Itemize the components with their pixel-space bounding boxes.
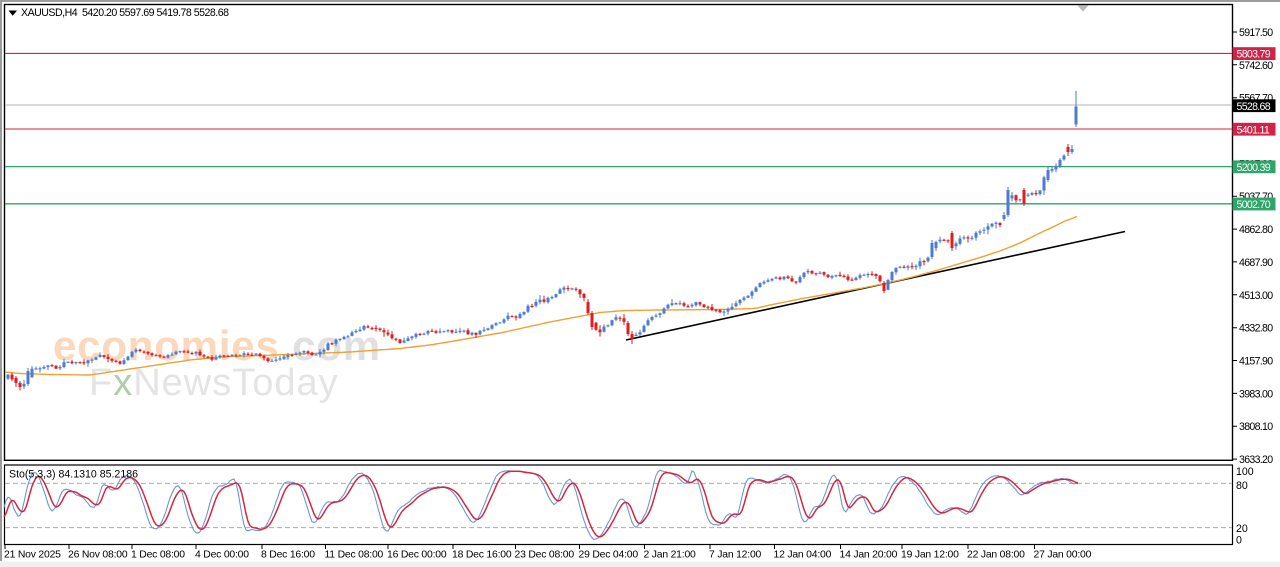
svg-text:2 Jan 21:00: 2 Jan 21:00 xyxy=(644,550,697,561)
svg-text:5200.39: 5200.39 xyxy=(1237,162,1271,174)
svg-text:4513.00: 4513.00 xyxy=(1239,290,1273,302)
svg-text:16 Dec 00:00: 16 Dec 00:00 xyxy=(387,550,447,561)
svg-text:4332.80: 4332.80 xyxy=(1239,323,1273,335)
svg-text:3808.10: 3808.10 xyxy=(1239,421,1273,433)
svg-text:23 Dec 08:00: 23 Dec 08:00 xyxy=(515,550,575,561)
svg-text:5742.60: 5742.60 xyxy=(1239,60,1273,72)
svg-text:11 Dec 08:00: 11 Dec 08:00 xyxy=(325,550,384,561)
svg-text:19 Jan 12:00: 19 Jan 12:00 xyxy=(901,550,959,561)
svg-text:22 Jan 08:00: 22 Jan 08:00 xyxy=(967,550,1025,561)
svg-text:4 Dec 00:00: 4 Dec 00:00 xyxy=(195,550,249,561)
svg-text:5528.68: 5528.68 xyxy=(1237,101,1271,113)
svg-text:80: 80 xyxy=(1236,480,1248,492)
svg-text:26 Nov 08:00: 26 Nov 08:00 xyxy=(68,550,128,561)
svg-text:21 Nov 2025: 21 Nov 2025 xyxy=(4,550,61,561)
svg-text:5803.79: 5803.79 xyxy=(1237,49,1271,61)
svg-text:8 Dec 16:00: 8 Dec 16:00 xyxy=(261,550,315,561)
svg-text:20: 20 xyxy=(1236,523,1248,535)
svg-text:0: 0 xyxy=(1236,535,1242,547)
svg-text:XAUUSD,H4 5420.20 5597.69 541: XAUUSD,H4 5420.20 5597.69 5419.78 5528.6… xyxy=(21,7,229,19)
svg-text:27 Jan 00:00: 27 Jan 00:00 xyxy=(1034,550,1092,561)
svg-text:14 Jan 20:00: 14 Jan 20:00 xyxy=(840,550,898,561)
svg-text:3633.20: 3633.20 xyxy=(1239,454,1273,466)
svg-text:1 Dec 08:00: 1 Dec 08:00 xyxy=(131,550,185,561)
svg-text:5917.50: 5917.50 xyxy=(1239,27,1273,39)
svg-text:7 Jan 12:00: 7 Jan 12:00 xyxy=(709,550,762,561)
svg-text:4157.90: 4157.90 xyxy=(1239,356,1273,368)
svg-text:29 Dec 04:00: 29 Dec 04:00 xyxy=(579,550,639,561)
svg-text:3983.00: 3983.00 xyxy=(1239,388,1273,400)
svg-text:100: 100 xyxy=(1236,466,1254,478)
svg-text:12 Jan 04:00: 12 Jan 04:00 xyxy=(774,550,832,561)
svg-text:FxNewsToday: FxNewsToday xyxy=(89,362,339,404)
svg-text:5401.11: 5401.11 xyxy=(1237,124,1270,136)
svg-text:18 Dec 16:00: 18 Dec 16:00 xyxy=(452,550,512,561)
svg-text:5002.70: 5002.70 xyxy=(1237,199,1271,211)
svg-text:4862.80: 4862.80 xyxy=(1239,224,1273,236)
svg-text:4687.90: 4687.90 xyxy=(1239,257,1273,269)
svg-text:Sto(5,3,3) 84.1310 85.2186: Sto(5,3,3) 84.1310 85.2186 xyxy=(9,469,138,481)
